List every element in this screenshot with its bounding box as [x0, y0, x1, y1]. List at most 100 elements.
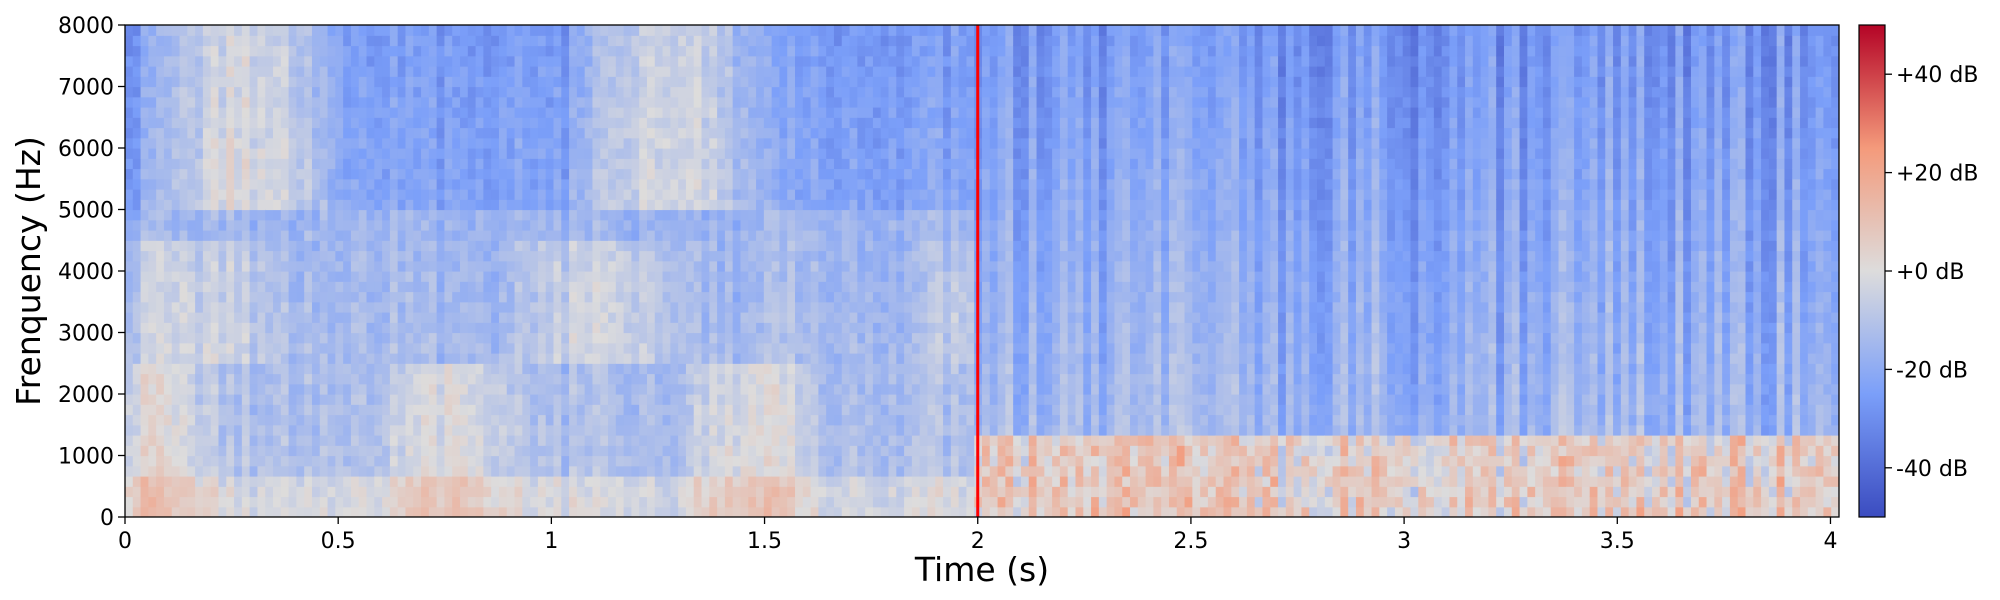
heatmap-cell: [125, 199, 134, 211]
heatmap-cell: [483, 342, 492, 354]
heatmap-cell: [210, 189, 220, 200]
heatmap-cell: [187, 148, 196, 159]
heatmap-cell: [756, 424, 765, 436]
heatmap-cell: [195, 189, 204, 200]
heatmap-cell: [646, 168, 656, 180]
heatmap-cell: [530, 363, 539, 375]
heatmap-cell: [818, 424, 827, 436]
heatmap-cell: [140, 178, 149, 190]
heatmap-cell: [600, 189, 609, 200]
heatmap-cell: [249, 168, 259, 180]
heatmap-cell: [911, 486, 921, 498]
heatmap-cell: [670, 342, 679, 354]
heatmap-cell: [537, 35, 547, 47]
heatmap-cell: [904, 117, 913, 129]
heatmap-cell: [350, 322, 360, 334]
heatmap-cell: [210, 322, 220, 334]
heatmap-cell: [195, 230, 204, 241]
heatmap-cell: [226, 301, 235, 313]
heatmap-cell: [615, 178, 625, 190]
heatmap-cell: [234, 363, 243, 375]
heatmap-cell: [179, 301, 188, 313]
heatmap-cell: [584, 96, 594, 108]
heatmap-cell: [475, 66, 484, 77]
heatmap-cell: [810, 455, 819, 467]
heatmap-cell: [880, 455, 890, 467]
heatmap-cell: [296, 76, 305, 88]
heatmap-cell: [740, 209, 749, 221]
heatmap-cell: [693, 486, 703, 498]
heatmap-cell: [662, 148, 671, 159]
heatmap-cell: [210, 35, 220, 47]
heatmap-cell: [646, 55, 656, 67]
heatmap-cell: [608, 342, 617, 354]
heatmap-cell: [421, 137, 430, 149]
heatmap-cell: [810, 230, 819, 241]
heatmap-cell: [483, 230, 492, 241]
heatmap-cell: [795, 353, 804, 364]
heatmap-cell: [350, 404, 360, 416]
heatmap-cell: [249, 158, 259, 170]
heatmap-cell: [413, 332, 422, 344]
heatmap-cell: [319, 127, 329, 139]
heatmap-cell: [826, 373, 835, 385]
heatmap-cell: [421, 373, 430, 385]
heatmap-cell: [436, 435, 446, 446]
heatmap-cell: [810, 240, 819, 252]
heatmap-cell: [460, 45, 469, 57]
heatmap-cell: [475, 394, 484, 405]
heatmap-cell: [732, 506, 742, 517]
heatmap-cell: [810, 137, 819, 149]
heatmap-cell: [763, 25, 773, 36]
heatmap-cell: [280, 435, 290, 446]
heatmap-cell: [428, 158, 438, 170]
heatmap-cell: [639, 506, 648, 517]
heatmap-cell: [896, 465, 905, 477]
heatmap-cell: [249, 86, 259, 98]
heatmap-cell: [382, 189, 391, 200]
heatmap-cell: [436, 404, 446, 416]
heatmap-cell: [163, 373, 173, 385]
heatmap-cell: [335, 496, 344, 508]
heatmap-cell: [600, 117, 609, 129]
heatmap-cell: [615, 373, 625, 385]
heatmap-cell: [319, 465, 329, 477]
heatmap-cell: [904, 322, 913, 334]
heatmap-cell: [179, 230, 188, 241]
heatmap-cell: [163, 168, 173, 180]
heatmap-cell: [163, 455, 173, 467]
heatmap-cell: [187, 55, 196, 67]
heatmap-cell: [849, 55, 858, 67]
heatmap-cell: [125, 219, 134, 231]
heatmap-cell: [156, 178, 165, 190]
heatmap-cell: [491, 96, 500, 108]
heatmap-cell: [841, 35, 851, 47]
heatmap-cell: [670, 76, 679, 88]
heatmap-cell: [717, 189, 726, 200]
heatmap-cell: [156, 230, 165, 241]
heatmap-cell: [553, 86, 562, 98]
heatmap-cell: [413, 96, 422, 108]
heatmap-cell: [763, 455, 773, 467]
heatmap-cell: [530, 117, 539, 129]
heatmap-cell: [179, 240, 188, 252]
heatmap-cell: [678, 353, 687, 364]
heatmap-cell: [763, 178, 773, 190]
heatmap-cell: [662, 404, 671, 416]
heatmap-cell: [257, 148, 266, 159]
heatmap-cell: [163, 230, 173, 241]
heatmap-cell: [849, 260, 858, 272]
heatmap-cell: [148, 476, 157, 487]
heatmap-cell: [475, 383, 484, 395]
heatmap-cell: [748, 219, 757, 231]
heatmap-cell: [483, 66, 492, 77]
heatmap-cell: [717, 127, 726, 139]
heatmap-cell: [849, 45, 858, 57]
heatmap-cell: [304, 404, 313, 416]
heatmap-cell: [288, 168, 297, 180]
heatmap-cell: [257, 353, 266, 364]
heatmap-cell: [880, 435, 890, 446]
heatmap-cell: [724, 219, 734, 231]
heatmap-cell: [810, 127, 819, 139]
heatmap-cell: [265, 260, 274, 272]
